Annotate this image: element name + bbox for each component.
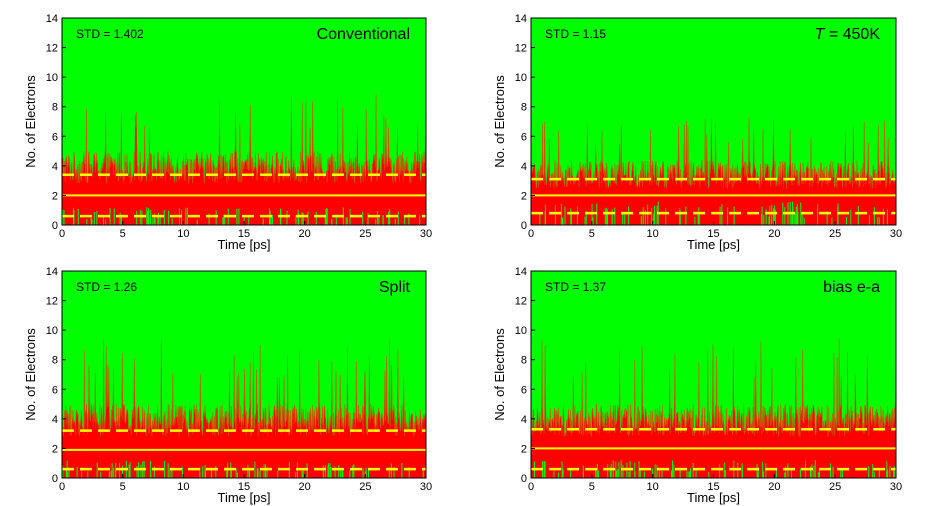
y-tick-label: 0 — [521, 220, 527, 232]
chart-panel-3: 0 5 10 15 20 25 30 0 2 4 6 8 10 12 14 Time [ps] No. of E… — [23, 266, 432, 505]
panel-title-text: bias e-a — [823, 279, 880, 296]
std-annotation: STD = 1.37 — [545, 280, 606, 294]
x-tick-label: 15 — [238, 228, 250, 240]
y-tick-label: 14 — [46, 13, 58, 25]
y-tick-label: 12 — [515, 43, 527, 55]
y-tick-label: 6 — [521, 131, 527, 143]
y-tick-label: 4 — [52, 414, 58, 426]
y-tick-label: 2 — [52, 190, 58, 202]
y-tick-label: 2 — [521, 443, 527, 455]
chart-panel-2: 0 5 10 15 20 25 30 0 2 4 6 8 10 12 14 Time [ps] No. of E… — [492, 13, 902, 252]
panel-title: T = 450K — [815, 26, 881, 43]
x-tick-label: 20 — [768, 228, 780, 240]
x-tick-label: 30 — [420, 481, 432, 493]
x-tick-label: 25 — [359, 481, 371, 493]
x-tick-label: 0 — [528, 228, 534, 240]
panel-title-italic: T — [815, 26, 826, 43]
y-tick-label: 14 — [46, 266, 58, 278]
x-tick-label: 25 — [359, 228, 371, 240]
y-tick-label: 8 — [521, 102, 527, 114]
std-annotation: STD = 1.402 — [76, 27, 144, 41]
x-tick-label: 5 — [120, 481, 126, 493]
x-tick-label: 10 — [177, 481, 189, 493]
y-axis-label: No. of Electrons — [492, 328, 507, 421]
x-tick-label: 0 — [59, 481, 65, 493]
y-tick-label: 4 — [521, 414, 527, 426]
y-axis-label: No. of Electrons — [23, 328, 38, 421]
x-tick-label: 25 — [829, 228, 841, 240]
panel-title: Conventional — [317, 26, 410, 43]
y-tick-label: 0 — [52, 473, 58, 485]
x-axis-label: Time [ps] — [687, 237, 740, 252]
chart-panel-1: 0 5 10 15 20 25 30 0 2 4 6 8 10 12 14 Time [ps] No. of E… — [23, 13, 432, 252]
y-tick-label: 10 — [515, 72, 527, 84]
electron-count-trace — [530, 339, 897, 479]
y-tick-label: 8 — [52, 355, 58, 367]
y-tick-label: 10 — [515, 325, 527, 337]
x-tick-label: 20 — [299, 481, 311, 493]
y-tick-label: 0 — [521, 473, 527, 485]
y-tick-label: 6 — [521, 384, 527, 396]
x-axis-label: Time [ps] — [687, 490, 740, 505]
std-annotation: STD = 1.26 — [76, 280, 137, 294]
x-tick-label: 10 — [177, 228, 189, 240]
y-tick-label: 8 — [52, 102, 58, 114]
x-tick-label: 30 — [890, 228, 902, 240]
y-tick-label: 8 — [521, 355, 527, 367]
y-axis-label: No. of Electrons — [23, 75, 38, 168]
y-tick-label: 12 — [46, 296, 58, 308]
y-tick-label: 10 — [46, 325, 58, 337]
zero-count-dips — [539, 201, 888, 225]
panel-title: bias e-a — [823, 279, 880, 296]
x-tick-label: 30 — [890, 481, 902, 493]
x-tick-label: 0 — [528, 481, 534, 493]
panel-title-text: Split — [379, 279, 411, 296]
electron-count-trace — [530, 118, 897, 226]
x-tick-label: 25 — [829, 481, 841, 493]
panel-title: Split — [379, 279, 411, 296]
y-tick-label: 6 — [52, 384, 58, 396]
y-tick-label: 12 — [46, 43, 58, 55]
y-axis-label: No. of Electrons — [492, 75, 507, 168]
y-tick-label: 14 — [515, 266, 527, 278]
x-tick-label: 10 — [647, 481, 659, 493]
y-tick-label: 12 — [515, 296, 527, 308]
y-tick-label: 2 — [52, 443, 58, 455]
x-tick-label: 15 — [238, 481, 250, 493]
x-tick-label: 10 — [647, 228, 659, 240]
y-tick-label: 10 — [46, 72, 58, 84]
y-tick-label: 4 — [52, 161, 58, 173]
x-tick-label: 5 — [589, 481, 595, 493]
panel-title-text: = 450K — [824, 26, 880, 43]
y-tick-label: 0 — [52, 220, 58, 232]
std-annotation: STD = 1.15 — [545, 27, 606, 41]
x-tick-label: 20 — [768, 481, 780, 493]
y-tick-label: 6 — [52, 131, 58, 143]
y-tick-label: 4 — [521, 161, 527, 173]
x-tick-label: 15 — [707, 481, 719, 493]
y-tick-label: 2 — [521, 190, 527, 202]
y-tick-label: 14 — [515, 13, 527, 25]
zero-count-dips — [62, 207, 421, 225]
x-tick-label: 0 — [59, 228, 65, 240]
x-axis-label: Time [ps] — [218, 490, 271, 505]
x-axis-label: Time [ps] — [218, 237, 271, 252]
panel-title-text: Conventional — [317, 26, 410, 43]
chart-panel-4: 0 5 10 15 20 25 30 0 2 4 6 8 10 12 14 Time [ps] No. of E… — [492, 266, 902, 505]
x-tick-label: 5 — [120, 228, 126, 240]
x-tick-label: 30 — [420, 228, 432, 240]
electron-count-trace — [61, 338, 427, 479]
electron-count-trace — [61, 94, 427, 226]
x-tick-label: 15 — [707, 228, 719, 240]
x-tick-label: 20 — [299, 228, 311, 240]
x-tick-label: 5 — [589, 228, 595, 240]
